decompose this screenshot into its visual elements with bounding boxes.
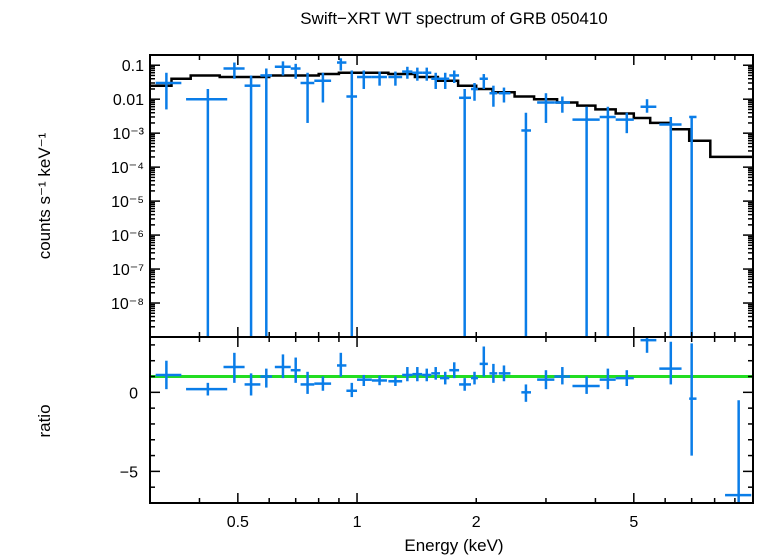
spectrum-point xyxy=(260,68,273,337)
spectrum-point xyxy=(479,74,488,89)
y-tick-label: 10⁻³ xyxy=(112,126,144,143)
ratio-point xyxy=(498,365,511,382)
model-curve-group xyxy=(150,71,753,159)
model-curve xyxy=(150,71,753,159)
spectrum-point xyxy=(290,63,301,79)
spectrum-point xyxy=(572,106,600,337)
spectrum-point xyxy=(412,67,423,81)
ratio-point xyxy=(572,376,600,394)
ratio-point xyxy=(554,367,570,385)
ratio-point xyxy=(521,384,531,402)
ratio-point xyxy=(388,376,403,387)
ratio-y-axis-label: ratio xyxy=(35,404,54,437)
ratio-point xyxy=(412,367,423,382)
ratio-point xyxy=(402,367,413,382)
ratio-panel-frame xyxy=(149,336,754,504)
spectrum-panel: 0.1 0.01 10⁻³ 10⁻⁴ 10⁻⁵ 10⁻⁶ 10⁻⁷ 10⁻⁸ counts s… xyxy=(35,54,754,338)
ratio-point xyxy=(274,354,291,379)
spectrum-point xyxy=(186,88,228,337)
y-tick-label: 10⁻⁵ xyxy=(111,194,144,211)
spectrum-point xyxy=(449,70,460,83)
ratio-axis-ticks: 0.5 1 2 5 0 −5 xyxy=(120,55,754,531)
ratio-point xyxy=(659,341,682,385)
ratio-point xyxy=(314,376,332,391)
ratio-point xyxy=(357,374,372,387)
y-tick-label: 10⁻⁶ xyxy=(111,228,144,245)
spectrum-panel-frame xyxy=(149,54,754,338)
ratio-y-tick-label: 0 xyxy=(129,385,138,402)
ratio-data-points xyxy=(155,337,752,503)
spectrum-data-points xyxy=(155,58,697,337)
ratio-point xyxy=(537,370,555,390)
spectrum-point xyxy=(689,115,697,337)
spectrum-point xyxy=(599,106,616,337)
x-tick-label: 2 xyxy=(472,514,481,531)
ratio-point xyxy=(615,370,634,387)
ratio-point xyxy=(346,382,358,398)
spectrum-point xyxy=(498,87,511,103)
x-tick-label: 1 xyxy=(353,514,362,531)
chart-title: Swift−XRT WT spectrum of GRB 050410 xyxy=(300,9,608,28)
spectrum-point xyxy=(244,75,261,337)
spectrum-point xyxy=(537,93,555,123)
spectrum-point xyxy=(300,72,315,123)
ratio-panel: 0.5 1 2 5 0 −5 ratio Energy (keV) xyxy=(35,55,754,555)
ratio-point xyxy=(431,367,440,380)
y-tick-label: 10⁻⁴ xyxy=(111,160,144,177)
ratio-point xyxy=(640,337,657,353)
ratio-point xyxy=(422,368,432,382)
ratio-point xyxy=(300,371,315,394)
ratio-point xyxy=(260,368,273,388)
x-tick-label: 5 xyxy=(629,514,638,531)
y-tick-label: 0.1 xyxy=(122,58,144,75)
ratio-y-tick-label: −5 xyxy=(120,464,138,481)
ratio-point xyxy=(489,363,498,383)
ratio-point xyxy=(336,352,347,377)
ratio-point xyxy=(223,352,245,383)
spectrum-point xyxy=(274,61,291,76)
spectrum-point xyxy=(402,66,413,79)
spectrum-point xyxy=(223,62,245,79)
spectrum-point xyxy=(431,72,440,89)
y-tick-label: 10⁻⁸ xyxy=(111,296,144,313)
x-axis-label: Energy (keV) xyxy=(404,536,503,555)
spectrum-point xyxy=(346,70,358,337)
spectrum-point xyxy=(521,112,531,337)
y-tick-label: 10⁻⁷ xyxy=(112,262,144,279)
x-tick-label: 0.5 xyxy=(227,514,249,531)
spectrum-point xyxy=(554,96,570,113)
spectrum-point xyxy=(422,67,432,81)
ratio-point xyxy=(689,343,697,456)
spectrum-point xyxy=(489,85,498,107)
spectrum-point xyxy=(371,71,387,86)
ratio-point xyxy=(599,368,616,390)
y-tick-label: 0.01 xyxy=(113,92,144,109)
spectrum-point xyxy=(314,72,332,103)
spectrum-point xyxy=(659,116,682,337)
spectrum-point xyxy=(459,88,471,337)
spectrum-point xyxy=(336,58,347,71)
spectrum-point xyxy=(470,82,478,101)
ratio-point xyxy=(439,371,450,385)
ratio-point xyxy=(371,375,387,386)
ratio-point xyxy=(725,400,752,503)
spectrum-point xyxy=(615,112,634,134)
spectrum-point xyxy=(357,70,372,89)
ratio-point xyxy=(479,346,488,377)
ratio-point xyxy=(155,360,182,390)
ratio-point xyxy=(459,378,471,391)
spectrum-y-axis-label: counts s⁻¹ keV⁻¹ xyxy=(35,132,54,259)
spectrum-point xyxy=(155,72,182,110)
spectrum-point xyxy=(439,72,450,89)
ratio-point xyxy=(290,357,301,383)
ratio-point xyxy=(470,371,478,385)
ratio-point xyxy=(449,362,460,379)
spectrum-point xyxy=(388,71,403,86)
ratio-point xyxy=(244,373,261,396)
spectrum-point xyxy=(640,99,657,113)
ratio-point xyxy=(186,382,228,396)
